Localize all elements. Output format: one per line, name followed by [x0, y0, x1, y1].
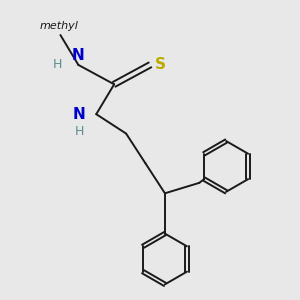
Text: methyl: methyl: [40, 22, 78, 32]
Text: N: N: [73, 107, 86, 122]
Text: S: S: [155, 57, 167, 72]
Text: H: H: [52, 58, 62, 71]
Text: N: N: [72, 48, 85, 63]
Text: H: H: [75, 124, 85, 138]
